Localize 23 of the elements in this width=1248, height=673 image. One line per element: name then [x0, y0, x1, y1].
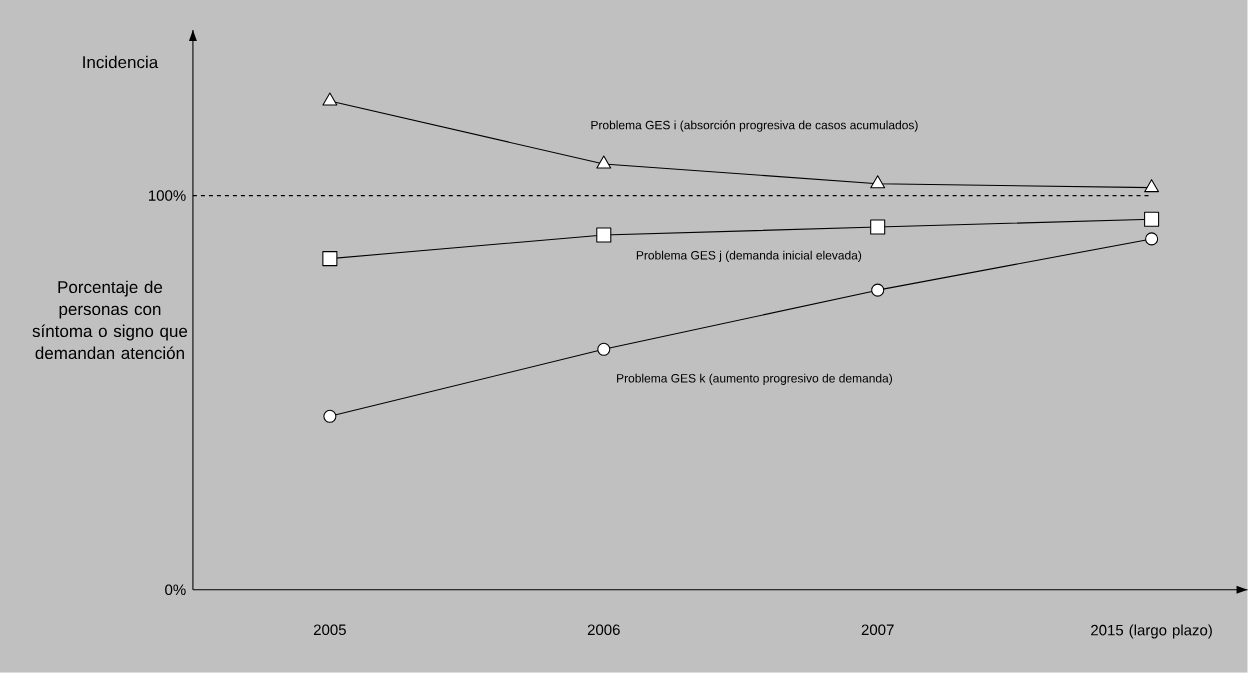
x-tick-label: 2006: [587, 624, 620, 636]
point: [596, 227, 612, 243]
series-label: Problema GES k (aumento progresivo de demanda): [617, 373, 893, 386]
point: [596, 155, 612, 169]
point: [1145, 232, 1159, 246]
point: [1144, 211, 1160, 227]
x-tick-label: 2015 (largo plazo): [1091, 624, 1212, 639]
x-tick-label: 2005: [313, 624, 346, 636]
point: [322, 92, 338, 106]
y-tick-label: 0%: [165, 584, 186, 596]
point: [597, 342, 611, 356]
text: Problema GES i (absorción progresiva de casos acumulados): [591, 120, 918, 132]
text: Incidencia: [83, 55, 159, 69]
point: [871, 283, 885, 297]
point: [870, 219, 886, 235]
y-tick-label: 100%: [149, 190, 186, 201]
point: [1144, 179, 1160, 193]
y-axis-title: Porcentaje de personas con síntoma o signo que demandan atención: [32, 280, 188, 360]
series-label: Problema GES j (demanda inicial elevada): [636, 250, 862, 263]
x-tick-label: 2007: [861, 624, 894, 636]
point: [322, 251, 338, 267]
point: [870, 175, 886, 189]
point: [323, 409, 337, 423]
